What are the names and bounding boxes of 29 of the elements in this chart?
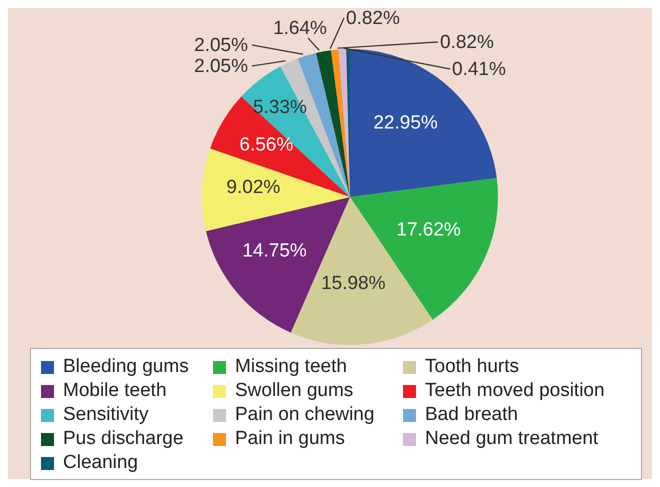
data-label: 9.02%: [226, 176, 280, 198]
data-label: 0.82%: [346, 8, 400, 29]
data-label: 17.62%: [396, 219, 461, 240]
legend-label: Bad breath: [425, 403, 518, 427]
data-label: 0.41%: [452, 59, 506, 80]
legend-label: Teeth moved position: [425, 379, 605, 403]
pie-slice: [210, 96, 350, 197]
pie-slice: [330, 49, 350, 197]
legend-label: Pus discharge: [63, 427, 184, 451]
legend-label: Sensitivity: [63, 403, 149, 427]
data-label: 15.98%: [321, 272, 386, 294]
legend-label: Need gum treatment: [425, 427, 598, 451]
legend-label: Swollen gums: [235, 379, 354, 403]
data-label: 2.05%: [194, 56, 248, 77]
data-label: 6.56%: [239, 134, 294, 156]
legend-label: Cleaning: [63, 451, 138, 475]
data-label: 14.75%: [242, 240, 307, 262]
legend-label: Missing teeth: [235, 355, 347, 379]
pie-slice: [338, 49, 350, 197]
legend-label: Bleeding gums: [63, 355, 189, 379]
legend-label: Mobile teeth: [63, 379, 167, 403]
data-label: 1.64%: [273, 18, 328, 39]
legend-label: Pain on chewing: [235, 403, 374, 427]
data-label: 0.82%: [440, 32, 494, 53]
data-label: 22.95%: [373, 112, 438, 134]
data-label: 2.05%: [194, 35, 248, 56]
legend-label: Pain in gums: [235, 427, 345, 451]
pie-slice: [316, 50, 350, 197]
legend-label: Tooth hurts: [425, 355, 519, 379]
